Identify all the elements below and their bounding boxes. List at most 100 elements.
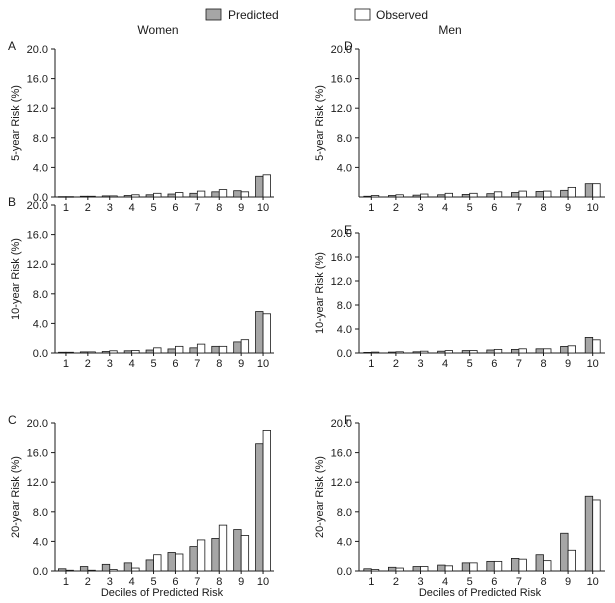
panel-c-bar-observed-4 (131, 567, 140, 572)
panel-e-bar-observed-4 (444, 350, 454, 354)
panel-b-x-tick-label: 9 (238, 358, 244, 370)
panel-f-y-tick-label: 12.0 (331, 477, 352, 489)
panel-b-bar-predicted-1 (58, 351, 67, 354)
panel-f-bar-observed-8 (543, 560, 552, 572)
panel-c-bar-predicted-6 (167, 552, 176, 572)
panel-f-bar-predicted-7 (510, 558, 520, 572)
panel-c-bar-predicted-8 (211, 538, 220, 572)
panel-a-bar-predicted-4 (123, 195, 133, 198)
x-axis-title-right: Deciles of Predicted Risk (419, 587, 542, 599)
panel-c-bar-observed-1 (65, 569, 74, 572)
panel-c-bar-predicted-10 (255, 443, 264, 572)
panel-f-y-tick-label: 20.0 (331, 418, 352, 430)
panel-b-bar-observed-8 (218, 345, 228, 354)
panel-f-bar-observed-1 (370, 569, 380, 572)
panel-d-x-tick-label: 2 (393, 202, 399, 214)
panel-b-x-tick-label: 1 (63, 358, 69, 370)
panel-b-bar-predicted-10 (255, 311, 264, 354)
panel-c-bar-observed-8 (218, 524, 228, 572)
panel-e-x-tick-label: 6 (491, 358, 497, 370)
panel-d-bar-predicted-8 (535, 191, 544, 198)
panel-d-letter: D (344, 39, 353, 53)
panel-d-bar-observed-7 (518, 190, 527, 198)
panel-f-bar-predicted-9 (560, 532, 569, 572)
panel-a-bar-predicted-7 (189, 192, 198, 198)
panel-b-bar-observed-7 (196, 343, 206, 354)
panel-a-bar-predicted-6 (167, 193, 176, 198)
panel-d-bar-predicted-4 (437, 194, 446, 198)
panel-b-y-tick-label: 0.0 (33, 348, 48, 360)
panel-f-bar-predicted-6 (486, 560, 495, 572)
panel-f-bar-observed-5 (469, 562, 478, 572)
panel-f-y-tick-label: 8.0 (337, 507, 352, 519)
panel-f-bar-observed-4 (444, 565, 454, 572)
panel-b-x-tick-label: 10 (257, 358, 269, 370)
panel-d-bar-predicted-5 (461, 194, 471, 198)
panel-b-y-tick-label: 12.0 (27, 259, 48, 271)
panel-c-bar-observed-7 (196, 539, 206, 572)
panel-e-y-axis-title: 10-year Risk (%) (314, 252, 326, 334)
panel-e-x-tick-label: 5 (467, 358, 473, 370)
panel-e-x-tick-label: 8 (540, 358, 546, 370)
legend-predicted-swatch (205, 8, 222, 21)
panel-a-x-tick-label: 7 (194, 202, 200, 214)
panel-a-bar-observed-1 (65, 196, 74, 198)
panel-f-x-tick-label: 2 (393, 576, 399, 588)
panel-d-bar-predicted-3 (412, 194, 421, 198)
panel-e-y-tick-label: 4.0 (337, 324, 352, 336)
panel-b-letter: B (8, 195, 16, 209)
panel-a-letter: A (8, 39, 16, 53)
panel-e-bar-predicted-7 (510, 348, 520, 354)
panel-a-bar-observed-5 (153, 192, 162, 198)
panel-a-bar-predicted-3 (101, 195, 111, 198)
legend: Predicted Observed (205, 8, 428, 22)
panel-d-y-tick-label: 20.0 (331, 44, 352, 56)
panel-c-bar-predicted-7 (189, 546, 198, 572)
panel-b-y-tick-label: 20.0 (27, 200, 48, 212)
panel-c-x-tick-label: 5 (150, 576, 156, 588)
panel-a-y-tick-label: 8.0 (33, 133, 48, 145)
panel-b-bar-observed-4 (131, 350, 140, 354)
panels: A0.04.08.012.016.020.05-year Risk (%)1 2 3… (8, 39, 605, 588)
panel-a-x-tick-label: 5 (150, 202, 156, 214)
panel-b-bar-predicted-6 (167, 348, 176, 354)
panel-e-bar-observed-9 (567, 345, 576, 354)
panel-a-bar-observed-6 (175, 192, 184, 198)
panel-e-bar-observed-6 (493, 348, 503, 354)
panel-c-y-tick-label: 12.0 (27, 477, 48, 489)
panel-c-bar-observed-2 (87, 569, 96, 572)
panel-f-bar-predicted-4 (437, 564, 446, 572)
panel-a-y-tick-label: 4.0 (33, 162, 48, 174)
panel-f-bar-observed-9 (567, 549, 576, 572)
panel-b-bar-predicted-9 (233, 341, 242, 354)
panel-b: B0.04.08.012.016.020.010-year Risk (%)1 2… (8, 195, 274, 370)
legend-observed-swatch (354, 8, 371, 21)
panel-d-y-tick-label: 16.0 (331, 74, 352, 86)
panel-e-bar-observed-2 (395, 351, 404, 354)
panel-d-bar-predicted-6 (486, 193, 495, 198)
panel-b-x-tick-label: 8 (216, 358, 222, 370)
panel-a-x-tick-label: 2 (85, 202, 91, 214)
panel-d-bar-predicted-9 (560, 189, 569, 198)
panel-d-bar-observed-3 (420, 193, 429, 198)
panel-c-bar-predicted-3 (101, 563, 111, 572)
panel-f-x-tick-label: 3 (417, 576, 423, 588)
panel-d-x-tick-label: 1 (368, 202, 374, 214)
panel-b-x-tick-label: 6 (172, 358, 178, 370)
panel-c-bar-observed-5 (153, 554, 162, 572)
panel-b-bar-observed-1 (65, 351, 74, 354)
panel-a-bar-observed-4 (131, 194, 140, 198)
panel-e-x-tick-label: 1 (368, 358, 374, 370)
panel-d-x-tick-label: 10 (587, 202, 599, 214)
panel-e-bar-observed-5 (469, 350, 478, 354)
panel-a-bar-observed-10 (262, 174, 271, 198)
panel-d-bar-predicted-7 (510, 192, 520, 198)
panel-b-y-tick-label: 4.0 (33, 318, 48, 330)
panel-f-x-tick-label: 10 (587, 576, 599, 588)
panel-d-bar-observed-10 (592, 183, 601, 198)
panel-b-y-tick-label: 16.0 (27, 230, 48, 242)
panel-e-bar-observed-7 (518, 348, 527, 354)
panel-f-x-tick-label: 6 (491, 576, 497, 588)
panel-a-x-tick-label: 3 (107, 202, 113, 214)
